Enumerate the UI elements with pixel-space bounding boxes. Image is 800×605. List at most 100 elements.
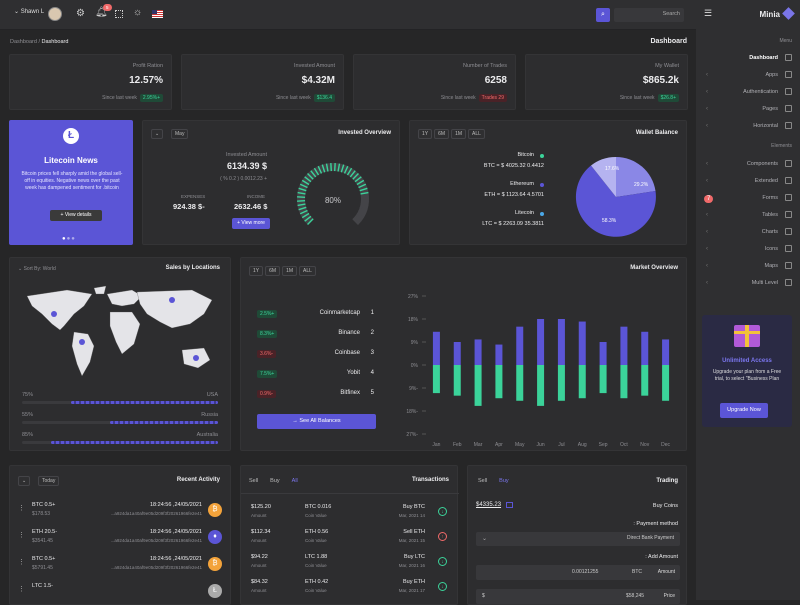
apps-grid-icon[interactable] xyxy=(115,10,123,18)
breadcrumb-root[interactable]: Dashboard xyxy=(10,39,37,45)
sidebar-item-maps[interactable]: ‹Maps xyxy=(696,260,800,274)
exchange-rank: 1 xyxy=(371,310,374,316)
market-range-all[interactable]: ALL xyxy=(299,266,316,276)
bar-oct-positive[interactable] xyxy=(620,327,627,365)
tx-amount-label: Amount xyxy=(251,513,267,518)
price-input-group[interactable]: $ $58,245 Price xyxy=(476,589,680,604)
invested-dropdown-toggle[interactable]: ⌄ xyxy=(151,129,163,139)
sidebar-item-dashboard[interactable]: Dashboard xyxy=(696,52,800,66)
bar-jun-negative[interactable] xyxy=(537,365,544,406)
activity-dropdown-toggle[interactable]: ⌄ xyxy=(18,476,30,486)
carousel-dots[interactable]: ●●● xyxy=(62,236,76,242)
bar-aug-negative[interactable] xyxy=(579,365,586,398)
sidebar-item-icons[interactable]: ‹Icons xyxy=(696,243,800,257)
invested-month-select[interactable]: May xyxy=(171,129,188,139)
tx-tab-all[interactable]: All xyxy=(292,478,298,484)
activity-period-select[interactable]: Today xyxy=(38,476,59,486)
more-vertical-icon[interactable]: ⋮ xyxy=(18,558,25,566)
sidebar-item-apps[interactable]: ‹Apps xyxy=(696,69,800,83)
gear-icon[interactable]: ⚙ xyxy=(76,8,85,19)
wallet-range-all[interactable]: ALL xyxy=(468,129,485,139)
bar-mar-positive[interactable] xyxy=(475,339,482,365)
bar-may-negative[interactable] xyxy=(516,365,523,401)
tx-tab-buy[interactable]: Buy xyxy=(270,478,279,484)
theme-sun-icon[interactable]: ☼ xyxy=(133,7,142,18)
sidebar-item-horizontal[interactable]: ‹Horizontal xyxy=(696,120,800,134)
map-marker-russia[interactable] xyxy=(169,297,175,303)
x-tick-label: Jun xyxy=(537,442,545,448)
market-range-1m[interactable]: 1M xyxy=(282,266,297,276)
view-more-button[interactable]: + View more xyxy=(232,218,270,229)
view-details-button[interactable]: + View details xyxy=(50,210,102,221)
bar-jun-positive[interactable] xyxy=(537,319,544,365)
bar-nov-negative[interactable] xyxy=(641,365,648,396)
wallet-coin-line: ETH = $ 1123.64 4.5701 xyxy=(484,192,544,198)
bar-jul-positive[interactable] xyxy=(558,319,565,365)
activity-time: 18:24:56 ,24/05/2021 xyxy=(150,502,202,508)
hamburger-icon[interactable]: ☰ xyxy=(704,8,712,19)
price-value: $58,245 xyxy=(626,593,644,599)
trade-tab-buy[interactable]: Buy xyxy=(499,478,508,484)
bar-feb-positive[interactable] xyxy=(454,342,461,365)
language-flag-icon[interactable] xyxy=(152,10,163,18)
wallet-range-1m[interactable]: 1M xyxy=(451,129,466,139)
bar-nov-positive[interactable] xyxy=(641,332,648,365)
more-vertical-icon[interactable]: ⋮ xyxy=(18,504,25,512)
sidebar-item-label: Icons xyxy=(765,246,778,252)
sort-dropdown[interactable]: ⌄ Sort By: World xyxy=(18,266,56,272)
sidebar-item-components[interactable]: ‹Components xyxy=(696,158,800,172)
wallet-range-1y[interactable]: 1Y xyxy=(418,129,432,139)
sidebar-item-multi-level[interactable]: ‹Multi Level xyxy=(696,277,800,291)
sidebar-item-extended[interactable]: ‹Extended xyxy=(696,175,800,189)
market-range-1y[interactable]: 1Y xyxy=(249,266,263,276)
map-marker-brazil[interactable] xyxy=(79,339,85,345)
chevron-down-icon: ⌄ xyxy=(482,535,487,542)
bar-sep-negative[interactable] xyxy=(600,365,607,393)
coin-select[interactable]: BTC xyxy=(632,569,642,575)
bar-apr-negative[interactable] xyxy=(495,365,502,398)
more-vertical-icon[interactable]: ⋮ xyxy=(18,531,25,539)
bar-mar-negative[interactable] xyxy=(475,365,482,406)
sidebar-item-pages[interactable]: ‹Pages xyxy=(696,103,800,117)
more-vertical-icon[interactable]: ⋮ xyxy=(18,585,25,593)
bar-jan-positive[interactable] xyxy=(433,332,440,365)
map-marker-usa[interactable] xyxy=(51,311,57,317)
trade-tab-sell[interactable]: Sell xyxy=(478,478,487,484)
section-elements: Elements xyxy=(771,143,792,149)
x-tick-label: Aug xyxy=(578,442,587,448)
bar-aug-positive[interactable] xyxy=(579,322,586,365)
payment-method-select[interactable]: ⌄ Direct Bank Payment xyxy=(476,532,680,546)
amount-input-group[interactable]: 0.00121255 BTC Amount xyxy=(476,565,680,580)
sidebar-item-tables[interactable]: ‹Tables xyxy=(696,209,800,223)
wallet-title: Wallet Balance xyxy=(636,130,678,136)
tx-tab-sell[interactable]: Sell xyxy=(249,478,258,484)
bar-oct-negative[interactable] xyxy=(620,365,627,398)
sidebar-item-authentication[interactable]: ‹Authentication xyxy=(696,86,800,100)
news-title: Litecoin News xyxy=(9,156,133,165)
map-marker-australia[interactable] xyxy=(193,355,199,361)
location-progress xyxy=(22,401,218,404)
wallet-range-6m[interactable]: 6M xyxy=(434,129,449,139)
sidebar-item-charts[interactable]: ‹Charts xyxy=(696,226,800,240)
user-menu[interactable]: ⌄ Shawn L xyxy=(14,8,44,15)
bar-dec-negative[interactable] xyxy=(662,365,669,401)
search-button[interactable]: ⌕ xyxy=(596,8,610,22)
bar-dec-positive[interactable] xyxy=(662,339,669,365)
bar-sep-positive[interactable] xyxy=(600,342,607,365)
bar-jan-negative[interactable] xyxy=(433,365,440,393)
search-input[interactable]: Search xyxy=(614,8,684,22)
bar-feb-negative[interactable] xyxy=(454,365,461,396)
bar-may-positive[interactable] xyxy=(516,327,523,365)
avatar[interactable] xyxy=(48,7,62,21)
see-all-balances-button[interactable]: → See All Balances xyxy=(257,414,376,429)
market-range-6m[interactable]: 6M xyxy=(265,266,280,276)
bar-jul-negative[interactable] xyxy=(558,365,565,401)
upgrade-button[interactable]: Upgrade Now xyxy=(720,403,768,418)
bar-apr-positive[interactable] xyxy=(495,345,502,365)
